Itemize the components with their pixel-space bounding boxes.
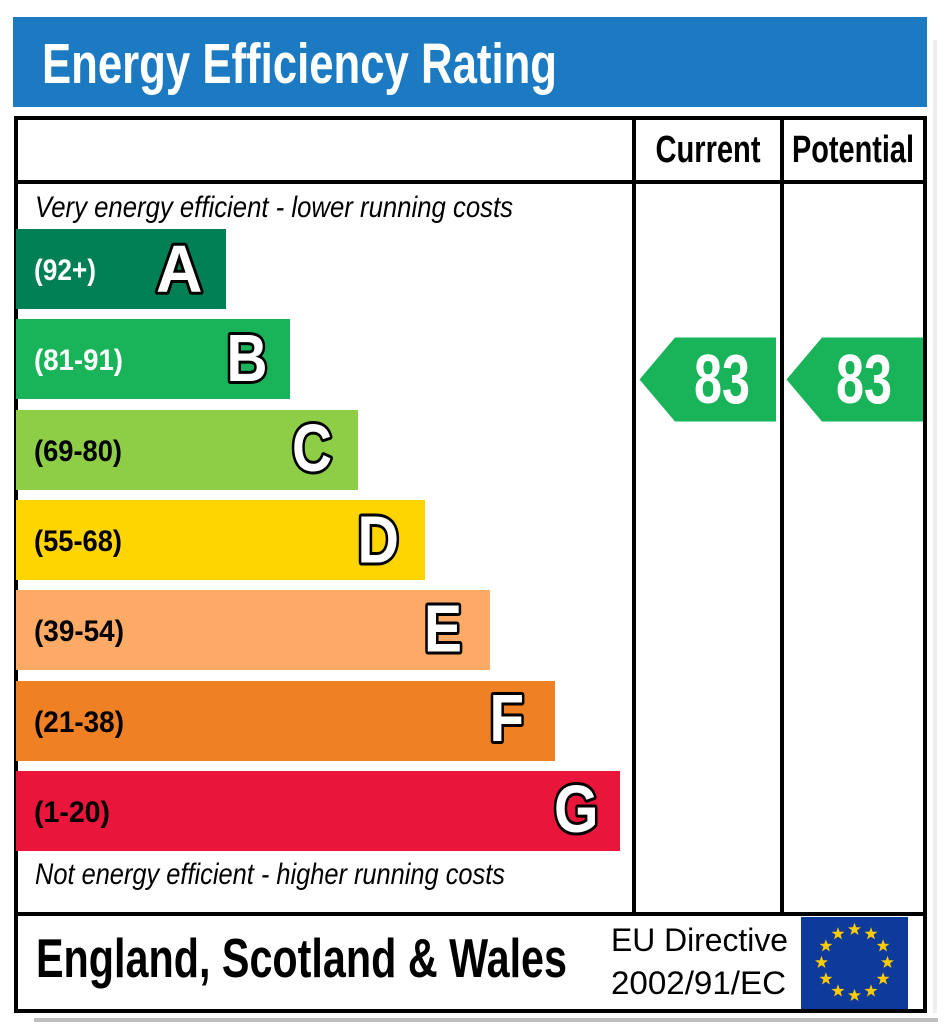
svg-text:(21-38): (21-38) [34,706,124,739]
svg-text:B: B [227,321,268,396]
svg-text:(39-54): (39-54) [34,615,124,648]
svg-text:A: A [156,232,203,307]
svg-text:Energy Efficiency Rating: Energy Efficiency Rating [42,32,557,96]
svg-text:E: E [424,592,462,667]
svg-text:Not energy efficient - higher: Not energy efficient - higher running co… [35,858,505,891]
svg-text:(92+): (92+) [34,254,96,287]
svg-text:England, Scotland & Wales: England, Scotland & Wales [36,927,567,989]
svg-text:F: F [490,681,525,756]
svg-text:EU Directive: EU Directive [611,922,788,958]
svg-text:83: 83 [836,340,892,418]
svg-text:Potential: Potential [792,129,914,171]
svg-text:(55-68): (55-68) [34,525,122,558]
svg-text:(69-80): (69-80) [34,435,122,468]
svg-text:Current: Current [656,129,761,171]
svg-text:(81-91): (81-91) [34,344,123,377]
svg-text:83: 83 [694,340,750,418]
svg-text:2002/91/EC: 2002/91/EC [611,965,786,1001]
svg-text:G: G [554,772,599,847]
svg-text:D: D [358,503,400,578]
svg-text:Very energy efficient - lower: Very energy efficient - lower running co… [35,191,513,224]
svg-text:(1-20): (1-20) [34,796,110,829]
svg-text:C: C [292,411,332,486]
